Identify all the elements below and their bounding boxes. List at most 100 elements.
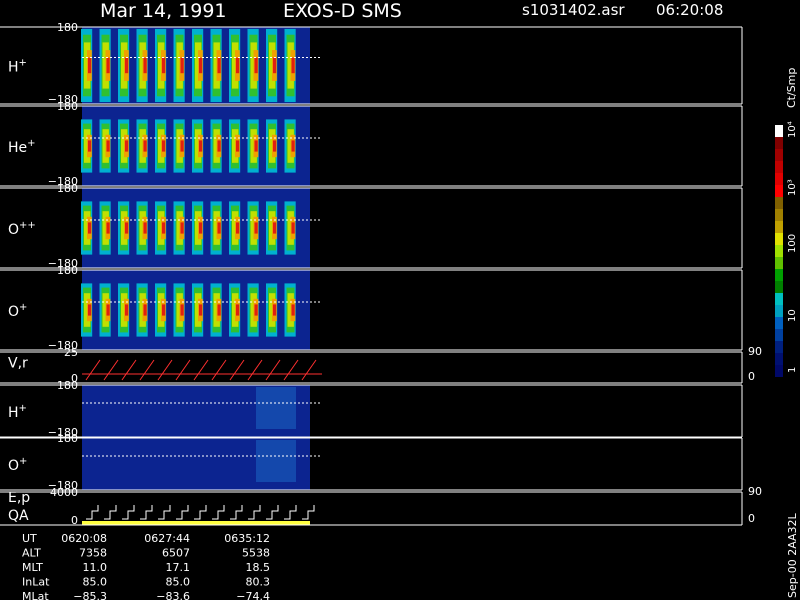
label-text: H: [8, 405, 19, 421]
trace: [140, 505, 153, 520]
spectrogram-cell: [236, 57, 240, 74]
spectrogram-cell: [180, 140, 184, 152]
spectrogram-cell: [88, 140, 92, 152]
spectrogram-cell: [199, 140, 203, 152]
y2-tick-label: 0: [748, 370, 755, 383]
spectrogram-cell: [106, 57, 110, 74]
trace: [104, 505, 117, 520]
colorbar-cell: [775, 329, 783, 341]
panel-label: V,r: [8, 356, 28, 372]
spectrogram-cell: [199, 304, 203, 316]
spectrogram-cell: [88, 304, 92, 316]
spectrogram-cell: [162, 57, 166, 74]
spectrogram-cell: [180, 222, 184, 234]
spectrogram-cell: [143, 140, 147, 152]
spectrogram-cell: [88, 57, 92, 74]
spectrogram-cell: [217, 222, 221, 234]
y-tick-label: 180: [57, 100, 78, 113]
colorbar-cell: [775, 341, 783, 353]
spectrogram-cell: [125, 222, 129, 234]
colorbar-cell: [775, 305, 783, 317]
footer-cell: 80.3: [246, 576, 271, 589]
y-tick-label: 0: [71, 372, 78, 385]
y-tick-label: 0: [71, 514, 78, 527]
trace: [301, 359, 317, 381]
footer-cell: 7358: [79, 547, 107, 560]
spectrogram-cell: [291, 140, 295, 152]
trace: [122, 505, 135, 520]
footer-cell: −74.4: [236, 590, 270, 600]
spectrogram-cell: [106, 140, 110, 152]
spectrogram-cell: [180, 57, 184, 74]
plot-area: 180−180H+180−180He+180−180O++180−180O+25…: [0, 21, 798, 600]
colorbar-cell: [775, 245, 783, 257]
colorbar-cell: [775, 365, 783, 377]
trace: [283, 359, 299, 381]
spectrogram-cell: [162, 222, 166, 234]
colorbar-cell: [775, 317, 783, 329]
colorbar-cell: [775, 221, 783, 233]
spectrogram-cell: [256, 440, 296, 482]
y-tick-label: −180: [48, 426, 78, 439]
panel-label: He+: [8, 138, 36, 156]
footer-cell: 5538: [242, 547, 270, 560]
y-tick-label: 180: [57, 21, 78, 34]
footer-cell: 0627:44: [144, 532, 190, 545]
colorbar-cell: [775, 161, 783, 173]
colorbar-cell: [775, 293, 783, 305]
file: s1031402.asr: [522, 1, 625, 19]
colorbar-cell: [775, 233, 783, 245]
footer-cell: −83.6: [156, 590, 190, 600]
footer-cell: 85.0: [83, 576, 108, 589]
colorbar-cell: [775, 209, 783, 221]
footer-cell: UT: [22, 532, 37, 545]
y-tick-label: −180: [48, 339, 78, 352]
colorbar-label: 10³: [787, 179, 798, 196]
colorbar-label: 10: [787, 309, 798, 322]
spectrogram-cell: [125, 140, 129, 152]
panel-label: O++: [8, 220, 36, 238]
trace: [284, 505, 297, 520]
trace: [265, 359, 281, 381]
trace: [229, 359, 245, 381]
colorbar-cell: [775, 257, 783, 269]
trace: [230, 505, 243, 520]
y2-tick-label: 0: [748, 512, 755, 525]
y-tick-label: 180: [57, 432, 78, 445]
time: 06:20:08: [656, 1, 723, 19]
spectrogram-cell: [199, 222, 203, 234]
spectrogram-cell: [291, 304, 295, 316]
panel-label: H+: [8, 403, 27, 421]
colorbar-label: 10⁴: [787, 121, 798, 138]
trace: [121, 359, 137, 381]
trace: [302, 505, 315, 520]
colorbar-title: Ct/Smp: [785, 68, 798, 108]
spectrogram-cell: [273, 57, 277, 74]
label-sup: +: [19, 302, 27, 313]
y-tick-label: −180: [48, 257, 78, 270]
y-tick-label: 180: [57, 182, 78, 195]
label-text: V,r: [8, 356, 28, 372]
label-text: O: [8, 304, 19, 320]
trace: [194, 505, 207, 520]
label-text: O: [8, 458, 19, 474]
qa-bar: [82, 521, 310, 525]
spectrogram-cell: [162, 304, 166, 316]
colorbar-cell: [775, 269, 783, 281]
trace: [211, 359, 227, 381]
spectrogram-cell: [199, 57, 203, 74]
trace: [176, 505, 189, 520]
colorbar-cell: [775, 137, 783, 149]
spectrogram-cell: [106, 304, 110, 316]
trace: [248, 505, 261, 520]
y-tick-label: 180: [57, 264, 78, 277]
spectrogram-cell: [125, 57, 129, 74]
colorbar-cell: [775, 185, 783, 197]
spectrogram-cell: [217, 304, 221, 316]
colorbar-label: 100: [787, 234, 798, 253]
spectrogram-cell: [291, 57, 295, 74]
label-sup: +: [19, 58, 27, 69]
spectrogram-cell: [143, 222, 147, 234]
spectrogram-cell: [254, 304, 258, 316]
colorbar-cell: [775, 173, 783, 185]
